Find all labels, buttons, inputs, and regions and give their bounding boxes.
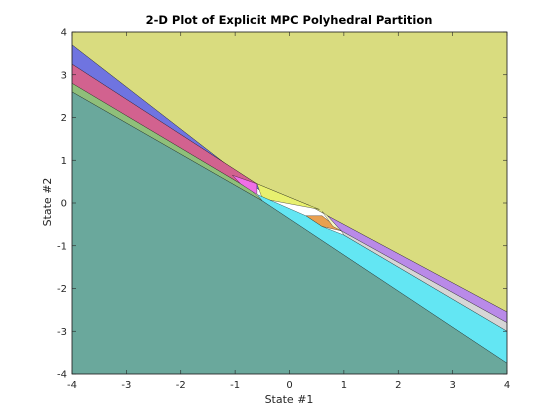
x-tick-label: -2 [176, 380, 186, 391]
y-tick-label: 2 [61, 113, 67, 124]
y-tick-label: 4 [61, 28, 67, 39]
polyhedral-regions [71, 31, 508, 375]
x-tick-label: -1 [230, 380, 240, 391]
chart-title: 2-D Plot of Explicit MPC Polyhedral Part… [146, 13, 433, 27]
y-tick-label: 0 [61, 199, 67, 210]
x-axis-label: State #1 [265, 393, 314, 406]
y-axis-label: State #2 [41, 178, 54, 227]
y-axis-ticks: -4 -3 -2 -1 0 1 2 3 4 [57, 28, 507, 381]
y-tick-label: -2 [57, 284, 67, 295]
x-tick-label: 1 [341, 380, 347, 391]
y-tick-label: 3 [61, 70, 67, 81]
x-tick-label: 4 [504, 380, 510, 391]
x-tick-label: -4 [67, 380, 77, 391]
y-tick-label: 1 [61, 156, 67, 167]
x-axis-ticks: -4 -3 -2 -1 0 1 2 3 4 [67, 32, 510, 391]
x-tick-label: -3 [121, 380, 131, 391]
region-6 [256, 183, 320, 210]
y-tick-label: -3 [57, 327, 67, 338]
x-tick-label: 2 [395, 380, 401, 391]
y-tick-label: -1 [57, 241, 67, 252]
y-tick-label: -4 [57, 370, 67, 381]
x-tick-label: 0 [286, 380, 292, 391]
x-tick-label: 3 [449, 380, 455, 391]
